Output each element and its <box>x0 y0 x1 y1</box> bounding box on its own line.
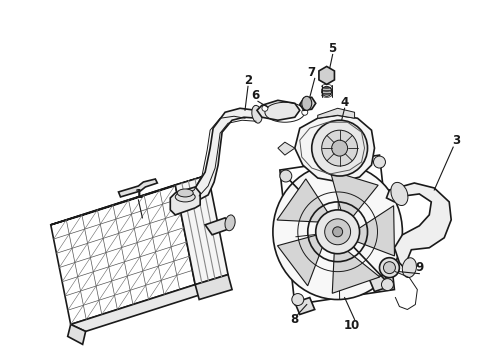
Ellipse shape <box>280 170 292 182</box>
Polygon shape <box>319 67 335 84</box>
Ellipse shape <box>312 120 368 176</box>
Ellipse shape <box>332 140 347 156</box>
Polygon shape <box>277 179 332 222</box>
Polygon shape <box>51 185 195 324</box>
Ellipse shape <box>302 109 308 115</box>
Polygon shape <box>68 324 86 345</box>
Polygon shape <box>332 246 380 293</box>
Text: 8: 8 <box>291 313 299 326</box>
Text: 9: 9 <box>415 261 423 274</box>
Text: 4: 4 <box>341 96 349 109</box>
Polygon shape <box>318 108 355 118</box>
Ellipse shape <box>316 210 360 254</box>
Ellipse shape <box>382 279 393 291</box>
Text: 2: 2 <box>244 74 252 87</box>
Ellipse shape <box>292 293 304 306</box>
Text: 6: 6 <box>251 89 259 102</box>
Ellipse shape <box>302 96 312 110</box>
Polygon shape <box>277 233 325 286</box>
Polygon shape <box>330 171 378 222</box>
Polygon shape <box>119 179 157 197</box>
Polygon shape <box>350 206 394 256</box>
Polygon shape <box>300 97 316 110</box>
Polygon shape <box>51 175 208 225</box>
Ellipse shape <box>322 130 358 166</box>
Text: 1: 1 <box>134 188 143 202</box>
Polygon shape <box>280 155 394 305</box>
Text: 3: 3 <box>452 134 460 147</box>
Polygon shape <box>295 298 315 315</box>
Polygon shape <box>205 218 232 235</box>
Ellipse shape <box>175 192 195 202</box>
Ellipse shape <box>333 227 343 237</box>
Ellipse shape <box>384 262 395 274</box>
Ellipse shape <box>322 86 332 96</box>
Ellipse shape <box>325 219 350 245</box>
Polygon shape <box>195 275 232 300</box>
Polygon shape <box>171 187 200 215</box>
Ellipse shape <box>252 105 262 123</box>
Polygon shape <box>71 285 210 332</box>
Ellipse shape <box>225 215 235 231</box>
Text: 7: 7 <box>308 66 316 79</box>
Polygon shape <box>175 175 228 285</box>
Polygon shape <box>278 142 295 155</box>
Text: 5: 5 <box>328 42 337 55</box>
Ellipse shape <box>373 156 386 168</box>
Polygon shape <box>257 100 300 120</box>
Ellipse shape <box>391 183 408 206</box>
Ellipse shape <box>177 189 193 197</box>
Polygon shape <box>369 275 390 292</box>
Ellipse shape <box>262 105 268 111</box>
Text: 10: 10 <box>343 319 360 332</box>
Polygon shape <box>295 115 374 182</box>
Ellipse shape <box>402 258 416 278</box>
Ellipse shape <box>273 164 402 300</box>
Polygon shape <box>175 108 258 202</box>
Ellipse shape <box>379 258 399 278</box>
Polygon shape <box>387 183 451 272</box>
